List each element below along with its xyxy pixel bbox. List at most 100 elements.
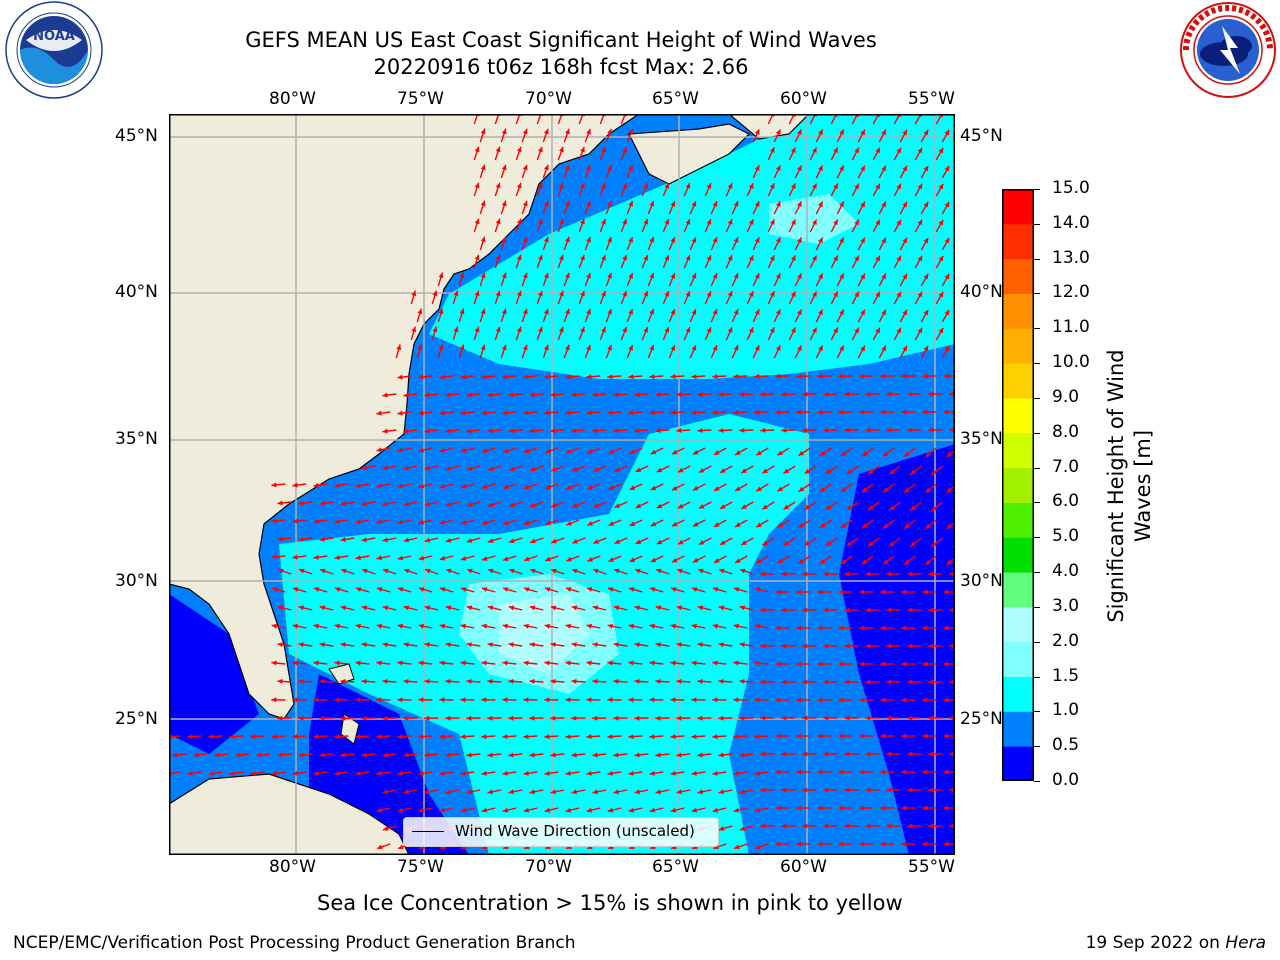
wind-arrow-head — [480, 308, 486, 315]
wind-arrow-head — [883, 451, 889, 457]
wind-arrow-head — [229, 734, 235, 740]
wind-arrow-head — [754, 237, 760, 243]
wind-arrow-head — [340, 537, 346, 542]
wind-arrow-head — [601, 290, 606, 297]
wind-arrow-head — [501, 164, 507, 171]
wind-arrow-head — [862, 487, 868, 493]
wind-arrow-head — [355, 519, 361, 525]
wind-arrow-head — [812, 255, 817, 261]
wind-arrow-head — [474, 146, 480, 153]
wind-arrow-head — [718, 427, 724, 433]
wind-arrow-head — [865, 823, 871, 829]
wind-arrow-head — [382, 605, 389, 611]
wind-arrow — [809, 114, 817, 125]
wind-arrow-head — [277, 752, 283, 758]
wind-arrow-head — [474, 254, 480, 261]
wind-arrow-head — [361, 642, 367, 648]
wind-arrow-head — [817, 625, 823, 631]
wind-arrow-head — [622, 291, 627, 297]
wind-arrow-head — [481, 410, 487, 416]
wind-arrow-head — [754, 807, 761, 813]
wind-arrow-head — [796, 769, 802, 775]
wind-arrow-head — [783, 468, 789, 474]
wind-arrow-head — [586, 623, 592, 629]
wind-arrow-head — [907, 571, 913, 577]
wind-arrow-head — [739, 605, 746, 611]
wind-arrow-head — [712, 374, 718, 379]
wind-arrow-head — [733, 807, 740, 813]
wind-arrow-head — [460, 623, 466, 629]
lat-tick-left-45n: 45°N — [115, 126, 158, 146]
wind-arrow-head — [901, 373, 907, 379]
wind-arrow-head — [844, 391, 850, 397]
wind-arrow-head — [550, 392, 556, 398]
wind-arrow-head — [538, 326, 543, 333]
wind-arrow-head — [559, 182, 564, 189]
wind-arrow-head — [949, 787, 955, 793]
wind-arrow-head — [649, 770, 655, 776]
wind-arrow-head — [480, 236, 486, 243]
wind-arrow-head — [760, 715, 766, 721]
wind-arrow-head — [396, 344, 402, 350]
wind-arrow-head — [550, 642, 556, 648]
wind-arrow-head — [530, 568, 536, 574]
wind-arrow-head — [754, 345, 760, 351]
wind-arrow-head — [910, 505, 916, 511]
wind-arrow-head — [439, 770, 445, 776]
wind-arrow-head — [865, 643, 871, 649]
wind-arrow-head — [907, 823, 913, 829]
colorbar-bin — [1002, 606, 1034, 643]
wind-arrow-head — [480, 200, 486, 207]
wind-arrow-head — [445, 465, 452, 471]
wind-arrow-head — [949, 751, 955, 757]
wind-arrow-head — [718, 642, 724, 648]
wind-arrow-head — [565, 344, 570, 351]
wind-arrow-head — [923, 237, 929, 244]
wind-arrow-head — [818, 129, 823, 136]
wind-arrow-head — [355, 660, 361, 666]
wind-arrow-head — [812, 147, 817, 153]
wind-arrow-head — [875, 255, 880, 262]
wind-arrow-head — [565, 308, 570, 315]
colorbar-tick-mark — [1034, 676, 1040, 678]
wind-arrow-head — [516, 254, 522, 261]
wind-arrow-head — [538, 218, 543, 225]
wind-arrow-head — [565, 623, 571, 629]
wind-arrow-head — [670, 734, 676, 740]
wind-arrow-head — [565, 374, 571, 380]
wind-arrow-head — [628, 410, 634, 416]
wind-arrow-head — [438, 272, 444, 279]
wind-arrow-head — [481, 623, 487, 629]
wind-arrow-head — [735, 558, 741, 563]
wind-arrow-head — [769, 219, 775, 225]
colorbar-tick-mark — [1034, 781, 1040, 782]
wind-arrow-head — [775, 273, 781, 279]
colorbar-tick-mark — [1034, 223, 1040, 225]
wind-arrow-head — [875, 291, 880, 298]
wind-arrow-head — [502, 734, 508, 740]
wind-arrow-head — [718, 605, 725, 611]
wind-arrow-head — [572, 538, 578, 544]
wind-arrow-head — [854, 219, 859, 226]
wind-arrow-head — [592, 392, 598, 398]
wind-arrow-head — [907, 391, 913, 397]
wind-arrow-head — [566, 484, 572, 490]
wind-arrow-head — [755, 844, 761, 850]
lon-tick-top-70w: 70°W — [525, 89, 572, 109]
wind-arrow-head — [445, 428, 451, 434]
wind-arrow-head — [382, 501, 388, 507]
wind-arrow-head — [781, 787, 787, 793]
wind-arrow-head — [754, 129, 760, 135]
wind-arrow-head — [817, 589, 823, 595]
wind-arrow-head — [629, 449, 636, 454]
wind-arrow-head — [566, 556, 572, 562]
wind-arrow-head — [587, 449, 593, 454]
wind-arrow-head — [460, 734, 466, 740]
wind-arrow-head — [917, 255, 923, 262]
wind-arrow-head — [655, 392, 661, 398]
wind-arrow-head — [838, 373, 844, 379]
wind-arrow-head — [881, 345, 886, 352]
wind-arrow-head — [904, 451, 910, 457]
wind-arrow-head — [775, 841, 781, 847]
wind-arrow-head — [727, 183, 733, 189]
